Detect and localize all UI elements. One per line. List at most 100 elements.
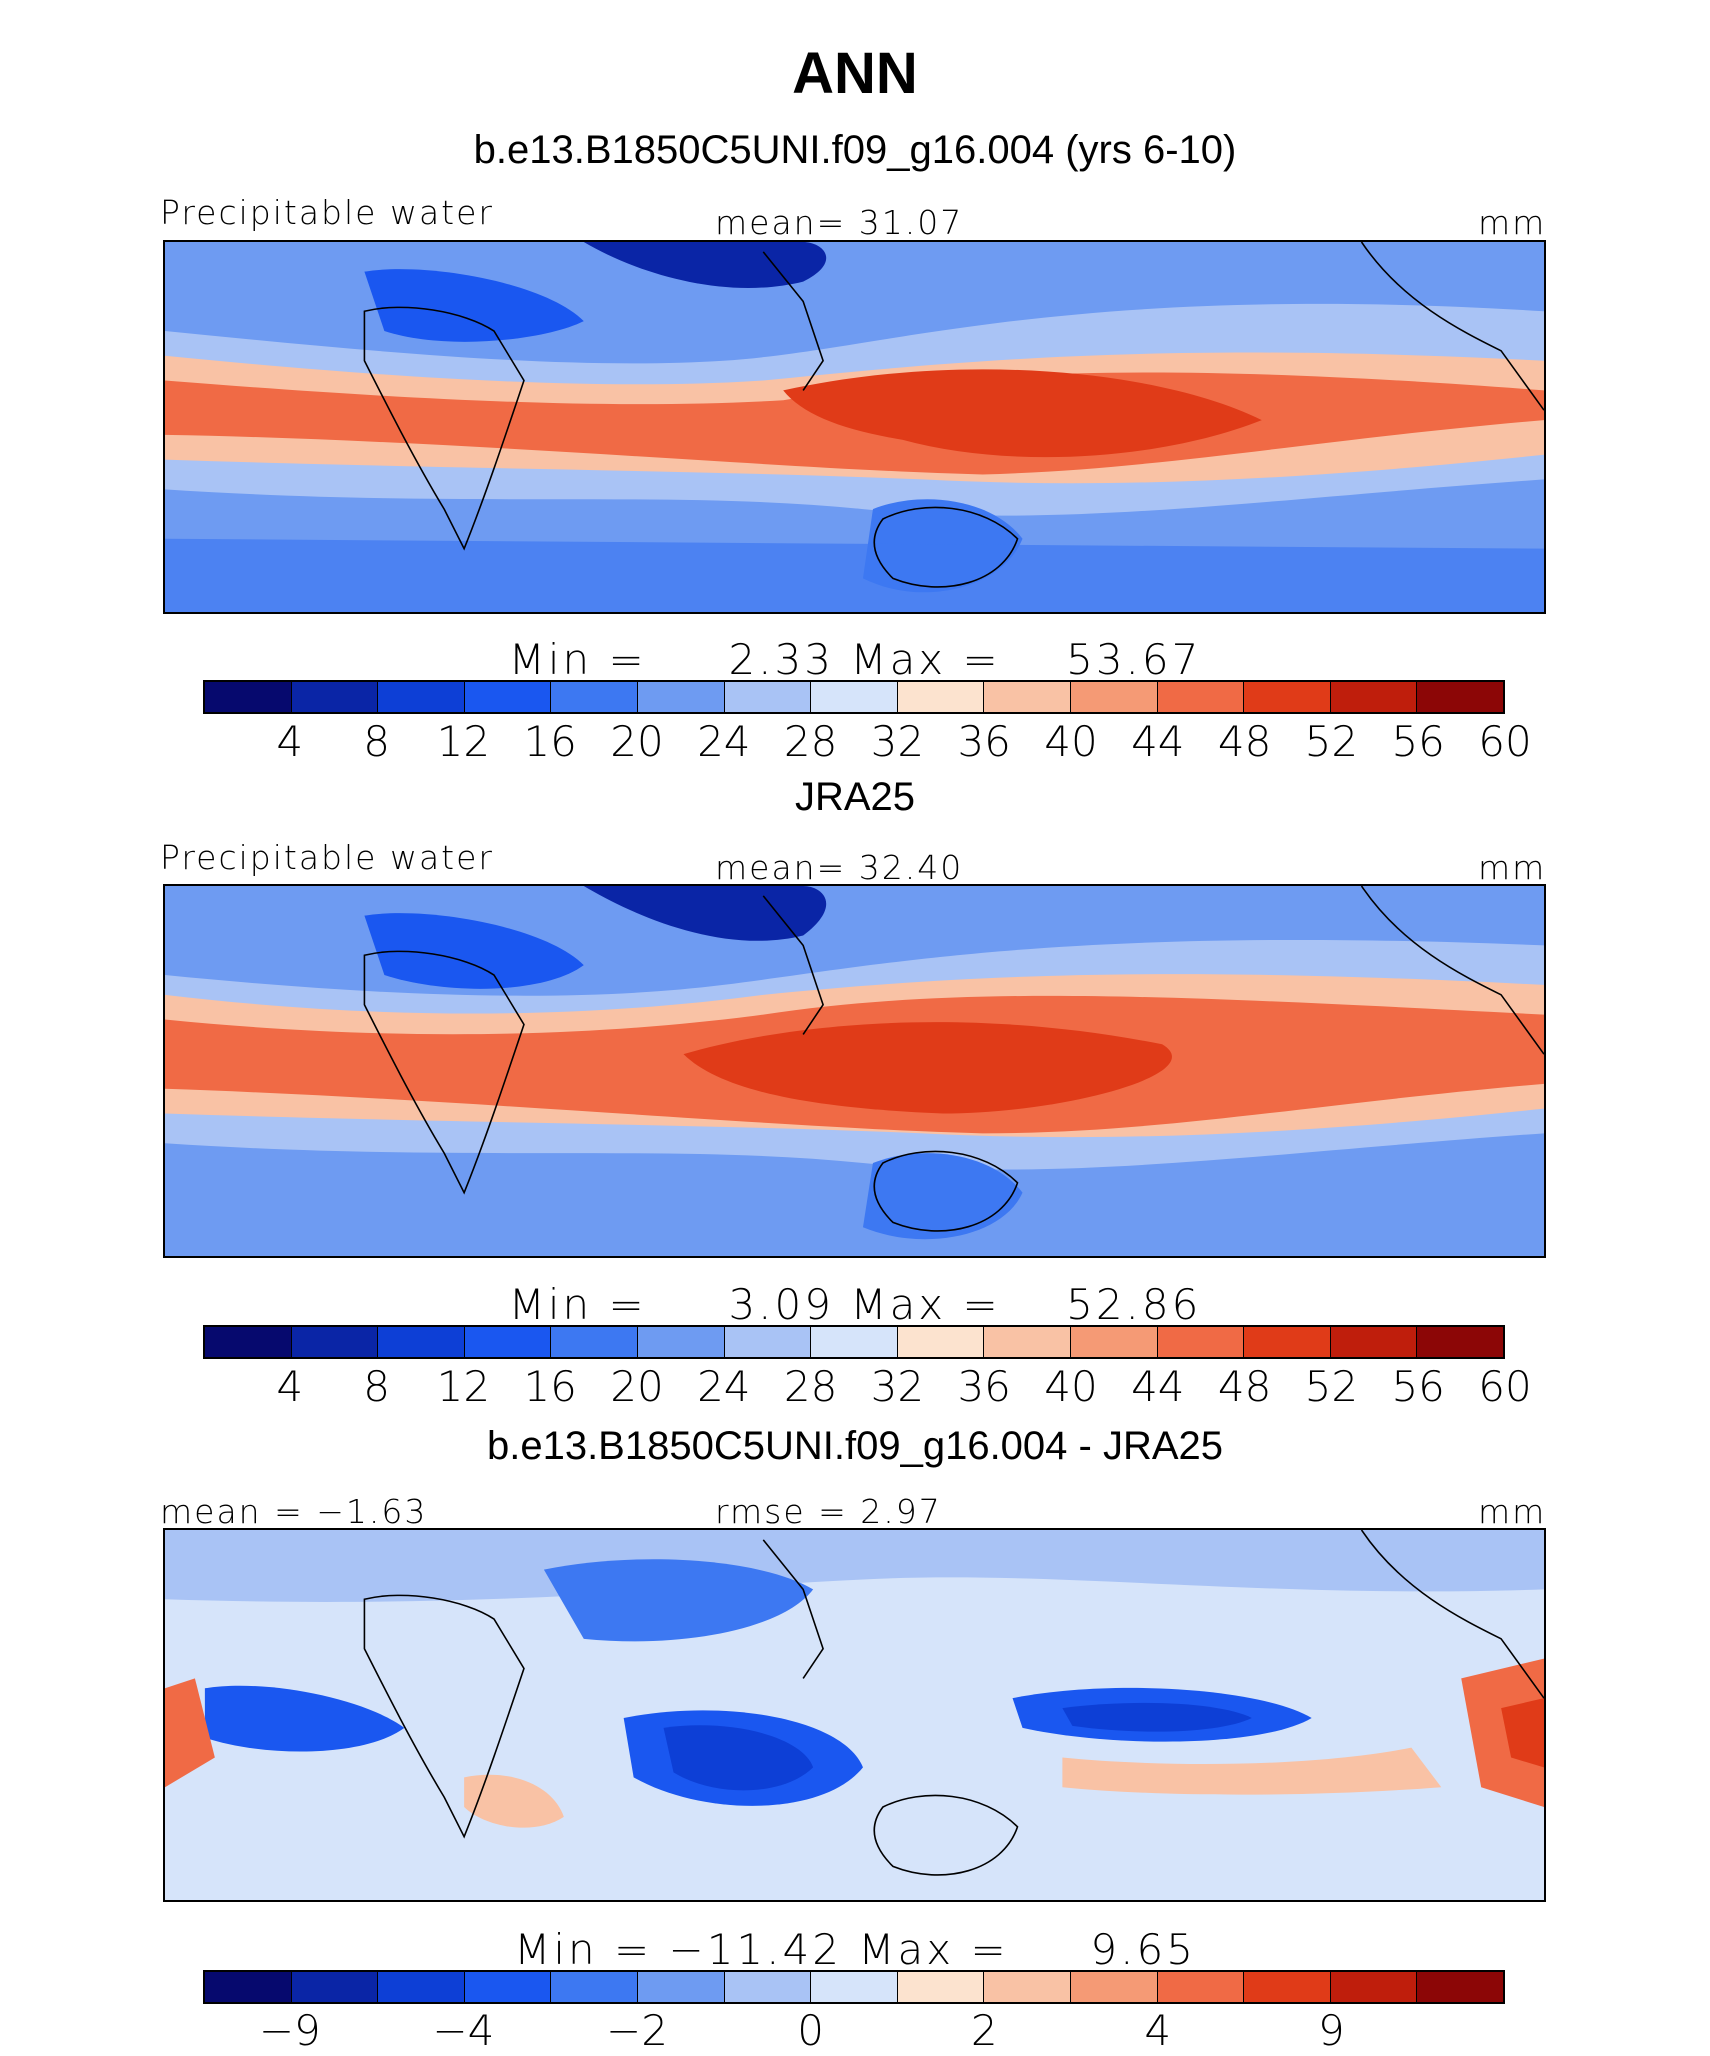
panel2-mean-label: mean= 32.40 — [715, 848, 964, 887]
colorbar-tick-label: 44 — [1131, 1362, 1185, 1411]
panel1-subtitle: b.e13.B1850C5UNI.f09_g16.004 (yrs 6-10) — [473, 128, 1237, 172]
panel3-mean-label: mean = −1.63 — [160, 1492, 428, 1531]
panel3-map-field — [165, 1530, 1544, 1900]
colorbar-swatch — [291, 682, 379, 712]
colorbar-swatch — [1157, 682, 1245, 712]
colorbar-swatch — [1330, 1327, 1418, 1357]
panel2-map — [163, 884, 1546, 1258]
colorbar-tick-label: 24 — [697, 717, 751, 766]
colorbar-tick-label: 16 — [523, 717, 577, 766]
colorbar-tick-label: 16 — [523, 1362, 577, 1411]
colorbar-swatch — [1070, 682, 1158, 712]
panel2-colorbar — [203, 1325, 1505, 1359]
panel1-units-label: mm — [1478, 203, 1547, 242]
colorbar-tick-label: 2 — [970, 2006, 998, 2055]
panel2-minmax: Min = 3.09 Max = 52.86 — [508, 1280, 1202, 1329]
colorbar-swatch — [205, 1972, 292, 2002]
panel2-left-label: Precipitable water — [160, 838, 494, 877]
panel1-mean-label: mean= 31.07 — [715, 203, 964, 242]
colorbar-swatch — [1330, 1972, 1418, 2002]
colorbar-tick-label: 36 — [957, 717, 1011, 766]
colorbar-swatch — [464, 1972, 552, 2002]
panel2-colorbar-ticks: 4 8 12 16 20 24 28 32 36 40 44 48 52 56 60 — [0, 1362, 1710, 1412]
colorbar-swatch — [724, 1327, 812, 1357]
colorbar-tick-label: −2 — [606, 2006, 668, 2055]
colorbar-tick-label: 24 — [697, 1362, 751, 1411]
colorbar-tick-label: 40 — [1044, 1362, 1098, 1411]
colorbar-swatch — [897, 1327, 985, 1357]
panel3-minmax: Min = −11.42 Max = 9.65 — [514, 1925, 1196, 1974]
colorbar-tick-label: 60 — [1478, 1362, 1532, 1411]
panel3-subtitle: b.e13.B1850C5UNI.f09_g16.004 - JRA25 — [486, 1424, 1224, 1468]
colorbar-swatch — [724, 682, 812, 712]
panel3-colorbar — [203, 1970, 1505, 2004]
colorbar-swatch — [378, 1327, 465, 1357]
colorbar-swatch — [1157, 1327, 1245, 1357]
panel1-colorbar-ticks: 4 8 12 16 20 24 28 32 36 40 44 48 52 56 60 — [0, 717, 1710, 767]
colorbar-tick-label: 48 — [1217, 717, 1272, 766]
panel1-colorbar — [203, 680, 1505, 714]
colorbar-swatch — [378, 682, 465, 712]
colorbar-swatch — [811, 1327, 898, 1357]
colorbar-swatch — [724, 1972, 812, 2002]
colorbar-swatch — [1070, 1972, 1158, 2002]
colorbar-tick-label: 8 — [363, 717, 390, 766]
colorbar-swatch — [464, 682, 552, 712]
colorbar-tick-label: 52 — [1304, 717, 1359, 766]
colorbar-tick-label: 32 — [870, 717, 925, 766]
panel1-map — [163, 240, 1546, 614]
panel2-subtitle: JRA25 — [794, 775, 916, 819]
colorbar-swatch — [1244, 1327, 1331, 1357]
panel3-colorbar-ticks: −9 −4 −2 0 2 4 9 — [0, 2006, 1710, 2056]
colorbar-tick-label: 12 — [436, 717, 491, 766]
figure-title: ANN — [792, 41, 918, 106]
panel1-minmax: Min = 2.33 Max = 53.67 — [508, 635, 1202, 684]
colorbar-tick-label: 40 — [1044, 717, 1098, 766]
colorbar-tick-label: 36 — [957, 1362, 1011, 1411]
colorbar-swatch — [637, 1327, 725, 1357]
panel1-map-field — [165, 242, 1544, 612]
colorbar-tick-label: 48 — [1217, 1362, 1272, 1411]
colorbar-tick-label: 28 — [783, 1362, 838, 1411]
colorbar-tick-label: 32 — [870, 1362, 925, 1411]
colorbar-tick-label: 8 — [363, 1362, 390, 1411]
colorbar-swatch — [984, 1327, 1071, 1357]
colorbar-swatch — [1417, 1327, 1503, 1357]
colorbar-swatch — [291, 1972, 379, 2002]
colorbar-swatch — [1244, 1972, 1331, 2002]
panel2-units-label: mm — [1478, 848, 1547, 887]
colorbar-swatch — [378, 1972, 465, 2002]
colorbar-tick-label: 28 — [783, 717, 838, 766]
colorbar-tick-label: 4 — [276, 1362, 304, 1411]
colorbar-tick-label: −4 — [432, 2006, 495, 2055]
colorbar-swatch — [1070, 1327, 1158, 1357]
colorbar-swatch — [551, 682, 638, 712]
colorbar-tick-label: 52 — [1304, 1362, 1359, 1411]
colorbar-tick-label: 0 — [797, 2006, 824, 2055]
colorbar-tick-label: 4 — [1144, 2006, 1172, 2055]
colorbar-swatch — [1157, 1972, 1245, 2002]
panel3-rmse-label: rmse = 2.97 — [715, 1492, 942, 1531]
colorbar-swatch — [637, 1972, 725, 2002]
colorbar-tick-label: 20 — [610, 1362, 664, 1411]
colorbar-swatch — [205, 682, 292, 712]
colorbar-swatch — [551, 1327, 638, 1357]
colorbar-tick-label: 56 — [1391, 717, 1445, 766]
panel1-left-label: Precipitable water — [160, 193, 494, 232]
panel3-map — [163, 1528, 1546, 1902]
colorbar-swatch — [984, 682, 1071, 712]
colorbar-swatch — [1417, 682, 1503, 712]
colorbar-tick-label: 60 — [1478, 717, 1532, 766]
colorbar-swatch — [897, 1972, 985, 2002]
colorbar-swatch — [897, 682, 985, 712]
colorbar-tick-label: 9 — [1318, 2006, 1345, 2055]
colorbar-swatch — [1330, 682, 1418, 712]
colorbar-swatch — [811, 1972, 898, 2002]
colorbar-swatch — [637, 682, 725, 712]
colorbar-swatch — [291, 1327, 379, 1357]
colorbar-tick-label: 12 — [436, 1362, 491, 1411]
colorbar-tick-label: −9 — [258, 2006, 321, 2055]
colorbar-swatch — [984, 1972, 1071, 2002]
colorbar-swatch — [464, 1327, 552, 1357]
colorbar-swatch — [1417, 1972, 1503, 2002]
